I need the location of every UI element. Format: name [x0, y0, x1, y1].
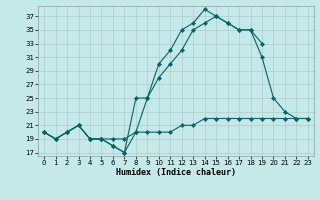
X-axis label: Humidex (Indice chaleur): Humidex (Indice chaleur) [116, 168, 236, 177]
